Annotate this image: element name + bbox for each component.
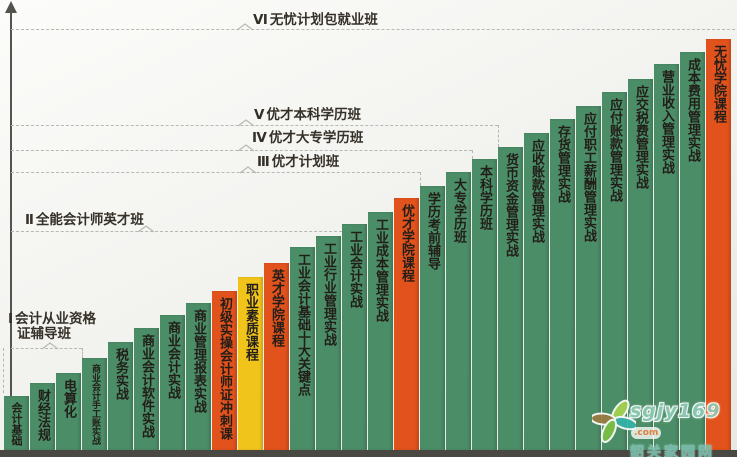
level-line-notch-icon <box>42 342 58 350</box>
level-line-notch-icon <box>238 119 254 127</box>
course-bar-label: 财经法规 <box>35 389 50 441</box>
level-line-notch-icon <box>240 166 256 174</box>
course-bar: 商业管理报表实战 <box>186 303 211 450</box>
course-bar-label: 应付账款管理实战 <box>607 98 622 202</box>
course-bar-label: 成本费用管理实战 <box>685 58 700 162</box>
course-bar: 电算化 <box>56 373 81 450</box>
level-line-6 <box>11 29 735 30</box>
level-line-drop-1 <box>82 348 83 358</box>
level-label-2: Ⅱ 全能会计师英才班 <box>25 212 144 228</box>
level-line-drop-5 <box>498 125 499 147</box>
course-bar-label: 商业会计实战 <box>165 321 180 399</box>
course-bar: 大专学历班 <box>446 172 471 450</box>
course-bar: 应交税费管理实战 <box>628 79 653 450</box>
course-bar: 商业会计软件实战 <box>134 328 159 450</box>
level-line-drop-4 <box>472 150 473 159</box>
course-bar-label: 本科学历班 <box>477 165 492 230</box>
course-bar: 优才学院课程 <box>394 198 419 450</box>
level-line-left-drop-1 <box>3 348 4 393</box>
flower-logo-icon <box>592 399 636 443</box>
course-bar: 学历考前辅导 <box>420 186 445 450</box>
course-bar-label: 工业成本管理实战 <box>373 218 388 322</box>
watermark: sgjy169 .com 韶关家园网 <box>592 392 737 457</box>
level-label-3: Ⅲ 优才计划班 <box>257 154 340 170</box>
watermark-site-name: 韶关家园网 <box>630 445 715 457</box>
course-bar: 本科学历班 <box>472 159 497 450</box>
course-bar-label: 营业收入管理实战 <box>659 70 674 174</box>
course-bar: 无忧学院课程 <box>706 39 731 450</box>
course-bar: 会计基础 <box>4 396 29 450</box>
level-line-3 <box>11 172 420 173</box>
course-bar-label: 工业会计实战 <box>347 230 362 308</box>
course-bar: 初级实操会计师证冲刺课 <box>212 291 237 450</box>
course-bar-label: 职业素质课程 <box>243 283 258 361</box>
course-bar-label: 初级实操会计师证冲刺课 <box>217 297 232 440</box>
course-bar: 应付职工薪酬管理实战 <box>576 106 601 450</box>
course-bar: 应付账款管理实战 <box>602 92 627 450</box>
watermark-site-text: sgjy169 <box>630 400 721 422</box>
course-bar: 成本费用管理实战 <box>680 52 705 450</box>
course-bar: 工业会计基础十大关键点 <box>290 247 315 450</box>
level-line-2 <box>11 231 342 232</box>
y-axis-arrow-icon <box>5 1 17 13</box>
course-bar-label: 无忧学院课程 <box>711 45 726 123</box>
watermark-text: sgjy169 .com 韶关家园网 <box>630 400 737 457</box>
course-bar-label: 学历考前辅导 <box>425 192 440 270</box>
course-bar-label: 存货管理实战 <box>555 125 570 203</box>
level-line-1 <box>11 348 82 349</box>
level-line-5 <box>11 125 498 126</box>
course-bar-label: 工业行业管理实战 <box>321 242 336 346</box>
course-bar: 工业会计实战 <box>342 224 367 450</box>
course-bar-label: 英才学院课程 <box>269 269 284 347</box>
level-label-6: Ⅵ 无忧计划包就业班 <box>253 12 378 28</box>
level-label-1: Ⅰ 会计从业资格 证辅导班 <box>8 311 97 342</box>
level-line-notch-icon <box>237 23 253 31</box>
course-bar-label: 商业会计软件实战 <box>139 334 154 438</box>
level-line-4 <box>11 150 472 151</box>
course-bar: 职业素质课程 <box>238 277 263 450</box>
course-bar-label: 应交税费管理实战 <box>633 85 648 189</box>
course-bar: 商业会计实战 <box>160 315 185 450</box>
course-bar: 存货管理实战 <box>550 119 575 450</box>
watermark-tld-text: .com <box>631 427 662 439</box>
course-bar-label: 工业会计基础十大关键点 <box>295 253 310 396</box>
course-bar-label: 应收账款管理实战 <box>529 139 544 243</box>
chart-bottom-edge <box>0 450 737 457</box>
course-bar: 财经法规 <box>30 383 55 450</box>
level-line-notch-icon <box>138 225 154 233</box>
course-bar-label: 货币资金管理实战 <box>503 153 518 257</box>
level-line-drop-3 <box>420 172 421 186</box>
course-bar: 商业会计手工账实战 <box>82 358 107 450</box>
level-label-5: Ⅴ 优才本科学历班 <box>254 107 361 123</box>
course-bar-label: 商业会计手工账实战 <box>90 364 100 445</box>
course-bar: 工业成本管理实战 <box>368 212 393 450</box>
course-bar: 货币资金管理实战 <box>498 147 523 450</box>
course-bar: 应收账款管理实战 <box>524 133 549 450</box>
course-bar: 工业行业管理实战 <box>316 236 341 450</box>
course-bar: 英才学院课程 <box>264 263 289 450</box>
course-bar: 税务实战 <box>108 342 133 450</box>
course-bar-label: 大专学历班 <box>451 178 466 243</box>
level-label-4: Ⅳ 优才大专学历班 <box>252 130 364 146</box>
course-bar-label: 商业管理报表实战 <box>191 309 206 413</box>
course-bar-label: 电算化 <box>61 379 76 418</box>
course-bar-label: 优才学院课程 <box>399 204 414 282</box>
course-bar-label: 会计基础 <box>10 402 23 446</box>
course-bar-label: 应付职工薪酬管理实战 <box>581 112 596 242</box>
course-bar-label: 税务实战 <box>113 348 128 400</box>
course-bar: 营业收入管理实战 <box>654 64 679 450</box>
level-line-notch-icon <box>238 144 254 152</box>
